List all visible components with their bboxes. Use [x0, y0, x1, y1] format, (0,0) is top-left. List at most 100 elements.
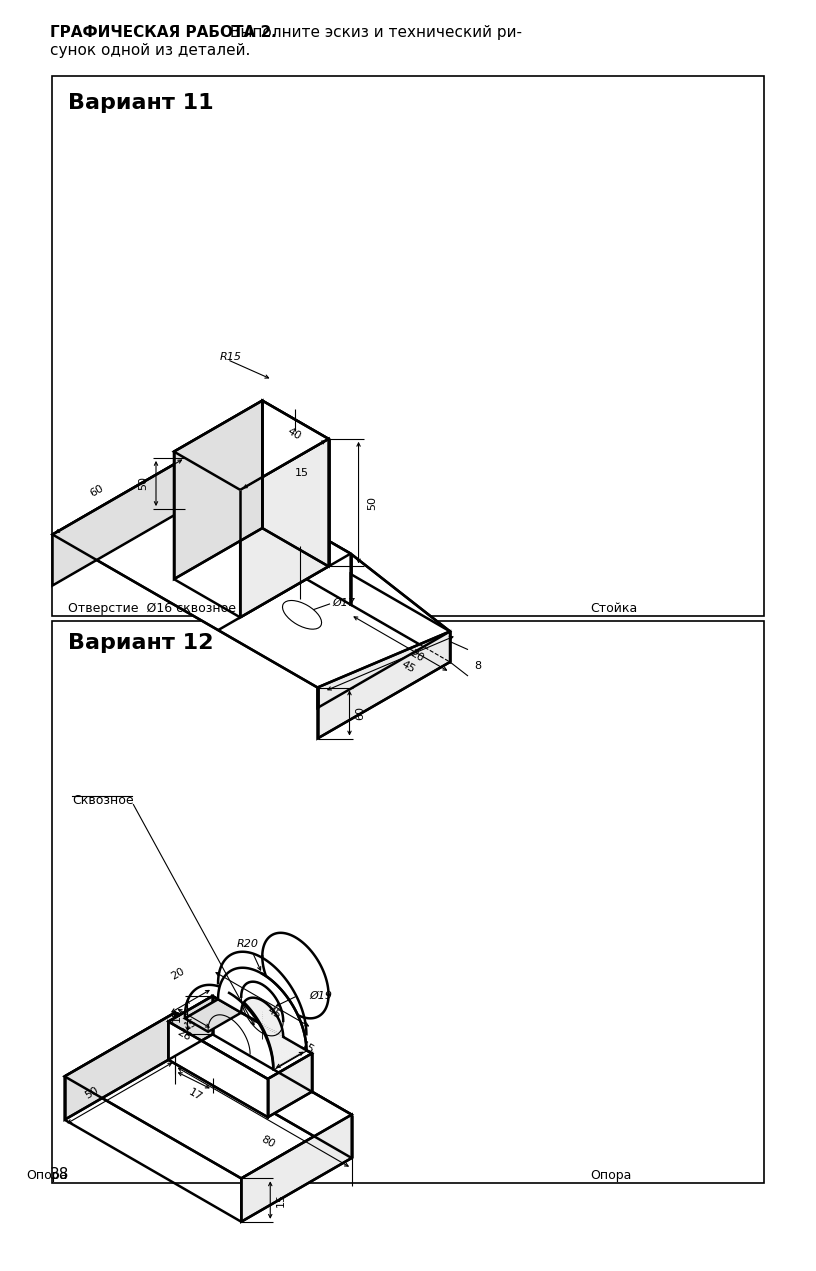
Text: 60: 60: [356, 705, 366, 719]
Polygon shape: [64, 1013, 175, 1120]
Text: R20: R20: [236, 939, 258, 948]
Polygon shape: [268, 1022, 301, 1043]
Text: 45: 45: [400, 658, 417, 675]
Polygon shape: [273, 1043, 306, 1064]
Polygon shape: [175, 1013, 352, 1158]
Text: Выполните эскиз и технический ри-: Выполните эскиз и технический ри-: [225, 25, 522, 39]
Text: 17: 17: [187, 1087, 204, 1102]
Polygon shape: [232, 976, 267, 995]
Polygon shape: [272, 1036, 305, 1057]
Polygon shape: [264, 1013, 298, 1033]
Text: 15: 15: [183, 1017, 199, 1032]
Polygon shape: [185, 458, 351, 605]
Polygon shape: [273, 1040, 306, 1061]
Polygon shape: [263, 1012, 297, 1032]
Polygon shape: [273, 1042, 306, 1063]
Polygon shape: [261, 1008, 295, 1028]
Polygon shape: [268, 1054, 312, 1117]
Polygon shape: [240, 982, 275, 1003]
Bar: [52, 76, 764, 616]
Text: сунок одной из деталей.: сунок одной из деталей.: [50, 43, 251, 58]
Polygon shape: [239, 981, 273, 1002]
Polygon shape: [242, 1115, 352, 1221]
Polygon shape: [64, 1013, 352, 1178]
Polygon shape: [273, 1038, 305, 1059]
Polygon shape: [273, 1045, 306, 1066]
Polygon shape: [271, 1033, 304, 1054]
Polygon shape: [267, 1021, 301, 1041]
Polygon shape: [266, 1018, 300, 1040]
Text: 80: 80: [259, 1135, 277, 1150]
Text: Опора: Опора: [27, 1169, 68, 1182]
Polygon shape: [264, 1014, 299, 1036]
Polygon shape: [252, 994, 286, 1016]
Text: 20: 20: [408, 648, 425, 663]
Polygon shape: [240, 438, 329, 618]
Text: ГРАФИЧЕСКАЯ РАБОТА 2.: ГРАФИЧЕСКАЯ РАБОТА 2.: [50, 25, 277, 39]
Polygon shape: [244, 986, 279, 1007]
Polygon shape: [185, 999, 242, 1032]
Polygon shape: [242, 984, 276, 1004]
Polygon shape: [212, 996, 312, 1092]
Bar: [52, 622, 764, 1183]
Polygon shape: [174, 400, 329, 489]
Polygon shape: [168, 996, 312, 1079]
Polygon shape: [246, 988, 280, 1008]
Text: 8: 8: [474, 661, 481, 671]
Polygon shape: [271, 1031, 304, 1052]
Text: 15: 15: [277, 1193, 286, 1207]
Polygon shape: [229, 974, 264, 994]
Text: 45: 45: [266, 1005, 283, 1021]
Polygon shape: [243, 985, 277, 1005]
Text: Вариант 11: Вариант 11: [68, 93, 214, 113]
Polygon shape: [237, 980, 272, 1000]
Polygon shape: [52, 458, 450, 708]
Text: 50: 50: [138, 477, 148, 491]
Text: Ø17: Ø17: [332, 597, 355, 608]
Text: 15: 15: [295, 468, 308, 478]
Polygon shape: [272, 1035, 305, 1056]
Text: 50: 50: [367, 496, 378, 510]
Polygon shape: [251, 993, 285, 1013]
Polygon shape: [52, 458, 185, 586]
Polygon shape: [317, 632, 450, 738]
Polygon shape: [218, 967, 306, 1050]
Polygon shape: [253, 996, 287, 1017]
Text: Сквозное: Сквозное: [72, 794, 134, 807]
Polygon shape: [255, 999, 290, 1019]
Polygon shape: [269, 1026, 303, 1046]
Text: 15: 15: [171, 1008, 181, 1022]
Text: 60: 60: [88, 483, 105, 500]
Polygon shape: [233, 976, 268, 996]
Polygon shape: [231, 975, 265, 995]
Ellipse shape: [282, 600, 322, 629]
Text: Вариант 12: Вариант 12: [68, 633, 214, 653]
Text: Ø19: Ø19: [310, 990, 333, 1000]
Polygon shape: [236, 979, 271, 999]
Polygon shape: [269, 1027, 304, 1049]
Polygon shape: [273, 1049, 306, 1069]
Text: 15: 15: [299, 1040, 317, 1056]
Text: 50: 50: [83, 1085, 100, 1101]
Polygon shape: [250, 991, 284, 1012]
Text: Стойка: Стойка: [590, 602, 637, 615]
Polygon shape: [235, 977, 269, 998]
Text: 28: 28: [175, 1027, 193, 1042]
Text: 40: 40: [286, 426, 303, 442]
Polygon shape: [248, 990, 282, 1010]
Polygon shape: [268, 1023, 302, 1045]
Polygon shape: [247, 989, 282, 1009]
Polygon shape: [258, 1003, 292, 1023]
Polygon shape: [262, 400, 329, 567]
Polygon shape: [262, 1009, 296, 1031]
Text: 20: 20: [170, 966, 187, 981]
Text: R15: R15: [220, 352, 242, 361]
Polygon shape: [259, 1005, 294, 1027]
Polygon shape: [255, 998, 289, 1018]
Polygon shape: [257, 1000, 290, 1022]
Polygon shape: [351, 574, 450, 662]
Polygon shape: [273, 1047, 306, 1068]
Text: 38: 38: [50, 1167, 69, 1182]
Polygon shape: [265, 1017, 299, 1037]
Text: Отверстие  Ø16 сквозное: Отверстие Ø16 сквозное: [68, 602, 236, 615]
